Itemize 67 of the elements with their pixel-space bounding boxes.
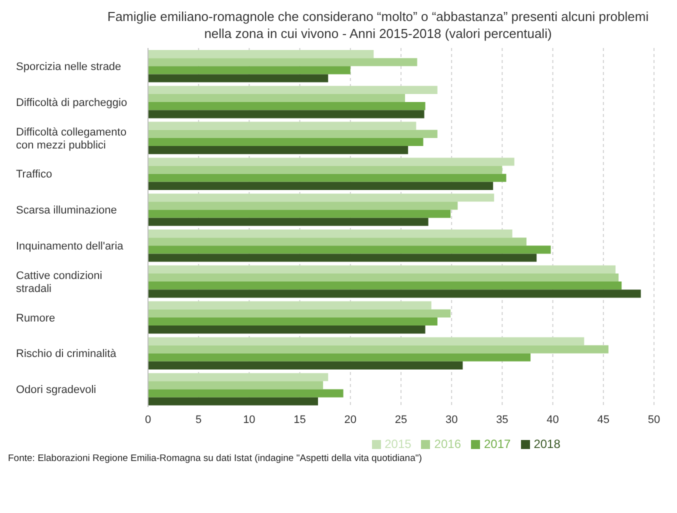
bar — [148, 353, 531, 362]
bar — [148, 381, 324, 390]
y-tick-label: Traffico — [16, 168, 52, 181]
bar — [148, 317, 438, 326]
bar — [148, 110, 424, 118]
x-tick-label: 20 — [344, 414, 357, 426]
x-tick-label: 0 — [144, 414, 152, 426]
bar — [148, 326, 426, 334]
bar — [148, 58, 418, 66]
x-tick-label: 50 — [648, 414, 660, 426]
y-tick-label: Difficoltà collegamento con mezzi pubblici — [16, 126, 126, 152]
x-tick-label: 40 — [546, 414, 559, 426]
x-tick-label: 30 — [445, 414, 458, 426]
x-tick-label: 10 — [243, 414, 256, 426]
y-tick-label: Rischio di criminalità — [16, 348, 118, 360]
bar — [148, 290, 641, 298]
bar — [148, 166, 502, 174]
x-tick-label: 5 — [196, 414, 202, 426]
bar — [148, 301, 432, 310]
x-tick-label: 25 — [394, 414, 408, 426]
bar — [148, 218, 428, 226]
bar — [148, 158, 514, 166]
bar — [148, 345, 608, 354]
y-tick-label: Sporcizia nelle strade — [16, 60, 122, 73]
chart-title: Famiglie emiliano-romagnole che considerano “molto” o “abbastanza” presenti alcuni problemi nella zona in cui vivono - Anni 2015-2018 (valori percentuali) — [106, 8, 650, 42]
bar — [148, 210, 451, 218]
bar — [148, 194, 494, 202]
x-tick-label: 45 — [597, 414, 610, 426]
y-tick-label: Rumore — [16, 312, 56, 324]
bar — [148, 389, 344, 398]
bar — [148, 373, 328, 382]
bar — [148, 66, 350, 74]
bar — [148, 86, 438, 94]
y-tick-label: Cattive condizioni stradali — [16, 270, 102, 295]
x-tick-label: 15 — [294, 414, 306, 426]
bar — [148, 74, 328, 82]
y-tick-label: Odori sgradevoli — [16, 384, 96, 396]
source-note: Fonte: Elaborazioni Regione Emilia-Romagna su dati Istat (indagine "Aspetti della vita quotidiana") — [8, 453, 423, 464]
bar — [148, 94, 406, 102]
bar — [148, 246, 551, 254]
bar — [148, 230, 512, 238]
bar — [148, 309, 451, 318]
bar — [148, 138, 424, 146]
legend-label: 2017 — [484, 437, 511, 451]
y-tick-label: Difficoltà di parcheggio — [16, 96, 128, 109]
bar — [148, 174, 506, 182]
legend-label: 2015 — [384, 437, 412, 451]
legend-label: 2016 — [434, 437, 461, 451]
bar — [148, 130, 438, 138]
bar — [148, 238, 526, 246]
bar — [148, 265, 616, 274]
bar — [148, 202, 458, 210]
legend-label: 2018 — [534, 437, 560, 451]
bar — [148, 361, 463, 370]
bar — [148, 182, 494, 190]
bar — [148, 273, 619, 282]
bar — [148, 254, 537, 262]
y-tick-label: Scarsa illuminazione — [16, 204, 117, 217]
y-tick-label: Inquinamento dell'aria — [16, 240, 124, 252]
bar — [148, 102, 426, 110]
bar — [148, 337, 584, 346]
bar — [148, 122, 416, 130]
bar — [148, 282, 622, 290]
bar — [148, 50, 374, 58]
bar — [148, 397, 318, 406]
bar — [148, 146, 408, 154]
x-tick-label: 35 — [496, 414, 508, 426]
